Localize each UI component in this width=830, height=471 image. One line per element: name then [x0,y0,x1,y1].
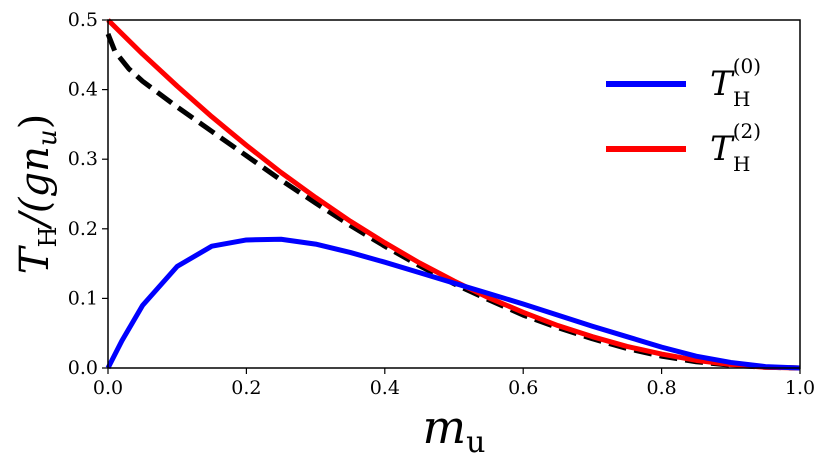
y-axis-title-end: ) [12,114,58,130]
legend-label-1-sup: (2) [733,119,761,143]
legend-label-1-sub: H [733,152,750,176]
legend-label-0-sub: H [733,87,750,111]
plot-frame [107,19,801,369]
y-tick-label-3: 0.3 [68,148,98,170]
x-axis-title-sub: u [466,425,485,460]
y-axis-title-main: T [12,244,58,274]
y-axis-title: TH/(gnu) [12,114,63,274]
y-tick-label-0: 0.0 [68,357,98,379]
legend-label-0-sup: (0) [733,54,761,78]
x-tick-label-3: 0.6 [508,377,538,399]
y-tick-label-5: 0.5 [68,9,98,31]
x-tick-label-1: 0.2 [231,377,261,399]
x-tick-label-2: 0.4 [370,377,400,399]
y-tick-label-1: 0.1 [68,287,98,309]
x-axis-title-main: m [423,400,467,454]
x-tick-label-0: 0.0 [93,377,123,399]
legend-label-1: T(2) H [710,119,761,176]
x-axis-title: mu [423,400,486,460]
x-tick-label-4: 0.8 [646,377,676,399]
legend: T(0) H T(2) H [606,54,761,176]
series-layer [105,18,801,371]
legend-label-0: T(0) H [710,54,761,111]
tick-layer: 0.0 0.2 0.4 0.6 0.8 1.0 0.0 0.1 0.2 0.3 0.4 0.5 [68,9,815,399]
legend-label-0-main: T [710,64,735,104]
y-axis-title-mid: /(gn [12,146,58,230]
y-axis-title-midsub: u [33,129,63,146]
x-tick-label-5: 1.0 [785,377,815,399]
y-tick-label-2: 0.2 [68,218,98,240]
legend-label-1-main: T [710,129,735,169]
series-line-0 [105,236,801,371]
y-axis-title-sub: H [34,227,62,248]
y-tick-label-4: 0.4 [68,79,98,101]
